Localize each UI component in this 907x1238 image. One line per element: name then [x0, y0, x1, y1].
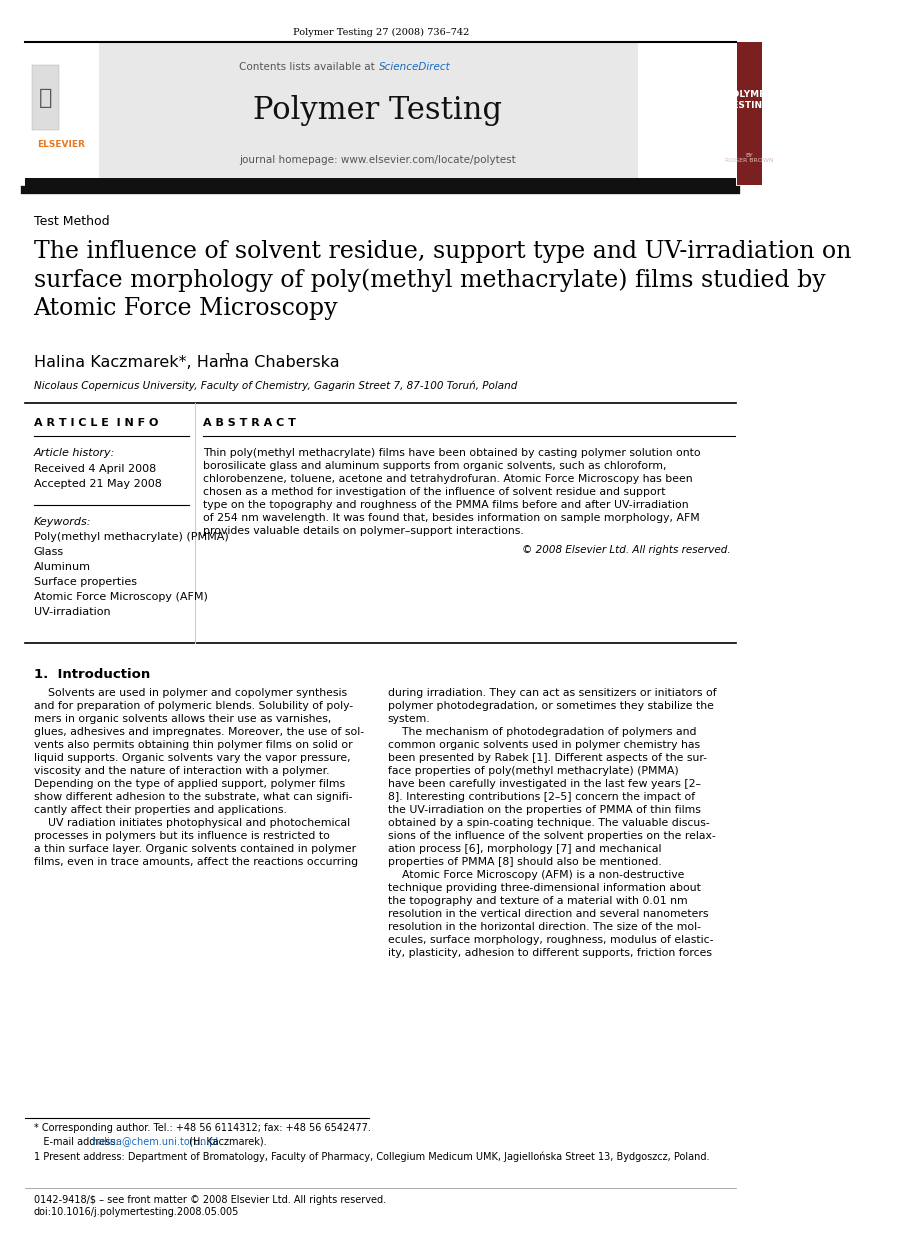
Text: Atomic Force Microscopy (AFM): Atomic Force Microscopy (AFM): [34, 592, 208, 602]
Bar: [737, 42, 762, 184]
Text: Received 4 April 2008: Received 4 April 2008: [34, 464, 156, 474]
Text: ation process [6], morphology [7] and mechanical: ation process [6], morphology [7] and me…: [388, 844, 661, 854]
Text: polymer photodegradation, or sometimes they stabilize the: polymer photodegradation, or sometimes t…: [388, 701, 714, 711]
Text: ELSEVIER: ELSEVIER: [37, 140, 85, 149]
Text: ecules, surface morphology, roughness, modulus of elastic-: ecules, surface morphology, roughness, m…: [388, 935, 714, 945]
Bar: [25, 42, 99, 184]
Text: Glass: Glass: [34, 547, 63, 557]
Text: 1.  Introduction: 1. Introduction: [34, 669, 150, 681]
Text: face properties of poly(methyl methacrylate) (PMMA): face properties of poly(methyl methacryl…: [388, 766, 678, 776]
Text: Aluminum: Aluminum: [34, 562, 91, 572]
Text: Contents lists available at: Contents lists available at: [239, 62, 378, 72]
Text: halina@chem.uni.torun.pl: halina@chem.uni.torun.pl: [93, 1136, 219, 1146]
Text: the UV-irradiation on the properties of PMMA of thin films: the UV-irradiation on the properties of …: [388, 805, 701, 815]
Text: A R T I C L E  I N F O: A R T I C L E I N F O: [34, 418, 158, 428]
Text: Polymer Testing: Polymer Testing: [253, 95, 502, 126]
Text: POLYMER
TESTING: POLYMER TESTING: [726, 90, 773, 110]
Text: the topography and texture of a material with 0.01 nm: the topography and texture of a material…: [388, 896, 688, 906]
Text: 0142-9418/$ – see front matter © 2008 Elsevier Ltd. All rights reserved.
doi:10.: 0142-9418/$ – see front matter © 2008 El…: [34, 1195, 385, 1217]
Text: show different adhesion to the substrate, what can signifi-: show different adhesion to the substrate…: [34, 792, 352, 802]
Text: sions of the influence of the solvent properties on the relax-: sions of the influence of the solvent pr…: [388, 831, 716, 841]
Text: Surface properties: Surface properties: [34, 577, 137, 587]
Text: films, even in trace amounts, affect the reactions occurring: films, even in trace amounts, affect the…: [34, 857, 357, 867]
Text: 1 Present address: Department of Bromatology, Faculty of Pharmacy, Collegium Med: 1 Present address: Department of Bromato…: [34, 1153, 709, 1162]
Text: type on the topography and roughness of the PMMA films before and after UV-irrad: type on the topography and roughness of …: [203, 500, 688, 510]
Text: Test Method: Test Method: [34, 215, 109, 228]
Text: 🌲: 🌲: [39, 88, 52, 108]
Text: resolution in the horizontal direction. The size of the mol-: resolution in the horizontal direction. …: [388, 922, 701, 932]
Text: Atomic Force Microscopy (AFM) is a non-destructive: Atomic Force Microscopy (AFM) is a non-d…: [388, 870, 684, 880]
Text: (H. Kaczmarek).: (H. Kaczmarek).: [187, 1136, 267, 1146]
Text: BY
ROGER BROWN: BY ROGER BROWN: [725, 152, 774, 163]
Text: of 254 nm wavelength. It was found that, besides information on sample morpholog: of 254 nm wavelength. It was found that,…: [203, 513, 700, 522]
Text: * Corresponding author. Tel.: +48 56 6114312; fax: +48 56 6542477.: * Corresponding author. Tel.: +48 56 611…: [34, 1123, 370, 1133]
Text: Thin poly(methyl methacrylate) films have been obtained by casting polymer solut: Thin poly(methyl methacrylate) films hav…: [203, 448, 701, 458]
Text: viscosity and the nature of interaction with a polymer.: viscosity and the nature of interaction …: [34, 766, 329, 776]
Text: Article history:: Article history:: [34, 448, 115, 458]
Bar: [25, 178, 736, 188]
Text: and for preparation of polymeric blends. Solubility of poly-: and for preparation of polymeric blends.…: [34, 701, 353, 711]
Text: Polymer Testing 27 (2008) 736–742: Polymer Testing 27 (2008) 736–742: [293, 28, 469, 37]
Text: been presented by Rabek [1]. Different aspects of the sur-: been presented by Rabek [1]. Different a…: [388, 753, 707, 763]
Text: E-mail address:: E-mail address:: [34, 1136, 122, 1146]
Text: mers in organic solvents allows their use as varnishes,: mers in organic solvents allows their us…: [34, 714, 331, 724]
Text: UV-irradiation: UV-irradiation: [34, 607, 111, 617]
Text: The mechanism of photodegradation of polymers and: The mechanism of photodegradation of pol…: [388, 727, 697, 737]
Text: obtained by a spin-coating technique. The valuable discus-: obtained by a spin-coating technique. Th…: [388, 818, 709, 828]
Text: processes in polymers but its influence is restricted to: processes in polymers but its influence …: [34, 831, 329, 841]
Text: Keywords:: Keywords:: [34, 517, 91, 527]
Text: 8]. Interesting contributions [2–5] concern the impact of: 8]. Interesting contributions [2–5] conc…: [388, 792, 695, 802]
Text: Accepted 21 May 2008: Accepted 21 May 2008: [34, 479, 161, 489]
Text: provides valuable details on polymer–support interactions.: provides valuable details on polymer–sup…: [203, 526, 524, 536]
Text: during irradiation. They can act as sensitizers or initiators of: during irradiation. They can act as sens…: [388, 688, 717, 698]
Text: liquid supports. Organic solvents vary the vapor pressure,: liquid supports. Organic solvents vary t…: [34, 753, 350, 763]
Text: ity, plasticity, adhesion to different supports, friction forces: ity, plasticity, adhesion to different s…: [388, 948, 712, 958]
Text: A B S T R A C T: A B S T R A C T: [203, 418, 296, 428]
Text: technique providing three-dimensional information about: technique providing three-dimensional in…: [388, 883, 701, 893]
Text: The influence of solvent residue, support type and UV-irradiation on
surface mor: The influence of solvent residue, suppor…: [34, 240, 851, 321]
Text: borosilicate glass and aluminum supports from organic solvents, such as chlorofo: borosilicate glass and aluminum supports…: [203, 461, 667, 470]
Text: vents also permits obtaining thin polymer films on solid or: vents also permits obtaining thin polyme…: [34, 740, 352, 750]
Text: Halina Kaczmarek*, Hanna Chaberska: Halina Kaczmarek*, Hanna Chaberska: [34, 355, 345, 370]
Text: have been carefully investigated in the last few years [2–: have been carefully investigated in the …: [388, 779, 701, 789]
Text: Solvents are used in polymer and copolymer synthesis: Solvents are used in polymer and copolym…: [34, 688, 346, 698]
Text: UV radiation initiates photophysical and photochemical: UV radiation initiates photophysical and…: [34, 818, 350, 828]
Text: a thin surface layer. Organic solvents contained in polymer: a thin surface layer. Organic solvents c…: [34, 844, 356, 854]
Text: common organic solvents used in polymer chemistry has: common organic solvents used in polymer …: [388, 740, 700, 750]
Text: Nicolaus Copernicus University, Faculty of Chemistry, Gagarin Street 7, 87-100 T: Nicolaus Copernicus University, Faculty …: [34, 380, 517, 390]
Text: glues, adhesives and impregnates. Moreover, the use of sol-: glues, adhesives and impregnates. Moreov…: [34, 727, 364, 737]
Text: chosen as a method for investigation of the influence of solvent residue and sup: chosen as a method for investigation of …: [203, 487, 666, 496]
Text: Depending on the type of applied support, polymer films: Depending on the type of applied support…: [34, 779, 345, 789]
Bar: [99, 42, 639, 184]
Text: Poly(methyl methacrylate) (PMMA): Poly(methyl methacrylate) (PMMA): [34, 532, 229, 542]
Text: © 2008 Elsevier Ltd. All rights reserved.: © 2008 Elsevier Ltd. All rights reserved…: [522, 545, 730, 555]
Text: 1: 1: [225, 353, 232, 363]
Text: resolution in the vertical direction and several nanometers: resolution in the vertical direction and…: [388, 909, 708, 919]
Text: system.: system.: [388, 714, 431, 724]
Bar: [32, 66, 59, 130]
Text: cantly affect their properties and applications.: cantly affect their properties and appli…: [34, 805, 287, 815]
Text: journal homepage: www.elsevier.com/locate/polytest: journal homepage: www.elsevier.com/locat…: [239, 155, 516, 165]
Text: properties of PMMA [8] should also be mentioned.: properties of PMMA [8] should also be me…: [388, 857, 662, 867]
Text: chlorobenzene, toluene, acetone and tetrahydrofuran. Atomic Force Microscopy has: chlorobenzene, toluene, acetone and tetr…: [203, 474, 693, 484]
Text: ScienceDirect: ScienceDirect: [379, 62, 451, 72]
